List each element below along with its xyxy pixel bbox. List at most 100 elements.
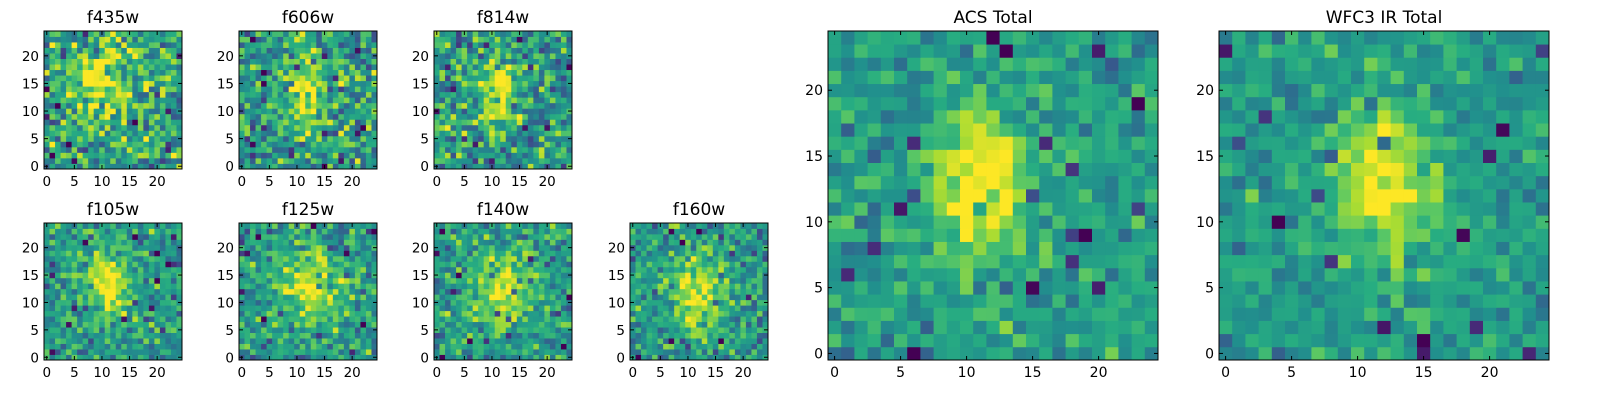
heatmap-cell (456, 130, 462, 137)
heatmap-cell (159, 321, 166, 328)
heatmap-cell (82, 294, 89, 301)
heatmap-cell (165, 135, 172, 142)
heatmap-cell (544, 97, 551, 104)
heatmap-cell (544, 266, 551, 273)
heatmap-cell (999, 307, 1014, 321)
heatmap-cell (277, 255, 284, 262)
heatmap-cell (104, 277, 111, 284)
heatmap-cell (456, 108, 462, 115)
heatmap-cell (137, 31, 144, 37)
heatmap-cell (93, 338, 100, 344)
heatmap-cell (154, 239, 161, 246)
heatmap-cell (973, 215, 987, 229)
heatmap-cell (266, 58, 273, 65)
heatmap-cell (467, 119, 474, 126)
heatmap-cell (505, 36, 512, 43)
heatmap-cell (522, 321, 529, 328)
heatmap-cell (327, 272, 334, 279)
heatmap-cell (461, 266, 468, 273)
heatmap-cell (49, 64, 56, 71)
heatmap-cell (88, 113, 95, 120)
heatmap-cell (461, 69, 468, 76)
heatmap-cell (176, 283, 183, 290)
heatmap-cell (450, 349, 457, 355)
heatmap-cell (999, 149, 1014, 163)
heatmap-cell (1012, 162, 1027, 177)
heatmap-cell (121, 261, 128, 268)
heatmap-cell (143, 36, 150, 43)
heatmap-cell (1105, 241, 1119, 256)
heatmap-cell (933, 267, 948, 282)
heatmap-cell (49, 157, 56, 164)
heatmap-cell (250, 250, 256, 257)
heatmap-cell (745, 228, 752, 235)
heatmap-cell (527, 305, 534, 312)
heatmap-cell (126, 42, 133, 48)
heatmap-cell (646, 233, 653, 240)
heatmap-cell (472, 42, 479, 48)
heatmap-cell (483, 157, 490, 164)
heatmap-cell (343, 141, 350, 148)
heatmap-cell (527, 354, 534, 361)
heatmap-cell (132, 239, 139, 246)
heatmap-cell (244, 80, 251, 87)
heatmap-cell (500, 239, 507, 246)
heatmap-cell (239, 277, 245, 284)
heatmap-cell (170, 239, 177, 246)
heatmap-cell (641, 244, 647, 251)
heatmap-cell (707, 354, 714, 361)
heatmap-cell (472, 343, 479, 350)
heatmap-cell (283, 228, 290, 235)
heatmap-cell (93, 42, 100, 48)
heatmap-cell (170, 75, 177, 82)
heatmap-cell (288, 244, 295, 251)
heatmap-cell (679, 305, 686, 312)
heatmap-cell (500, 343, 507, 350)
heatmap-cell (159, 283, 166, 290)
heatmap-cell (126, 233, 133, 240)
heatmap-cell (701, 316, 708, 323)
heatmap-cell (456, 343, 462, 350)
heatmap-cell (371, 157, 378, 164)
heatmap-cell (472, 223, 479, 229)
heatmap-cell (986, 215, 1000, 229)
heatmap-cell (707, 283, 714, 290)
heatmap-cell (641, 305, 647, 312)
heatmap-cell (663, 244, 670, 251)
heatmap-cell (740, 239, 747, 246)
heatmap-cell (544, 305, 551, 312)
heatmap-cell (712, 288, 719, 295)
heatmap-cell (49, 316, 56, 323)
heatmap-cell (701, 343, 708, 350)
heatmap-cell (338, 338, 345, 344)
heatmap-cell (170, 53, 177, 59)
heatmap-cell (49, 113, 56, 120)
heatmap-cell (299, 130, 306, 137)
heatmap-cell (740, 255, 747, 262)
heatmap-cell (299, 272, 306, 279)
heatmap-cell (132, 53, 139, 59)
heatmap-cell (690, 233, 697, 240)
heatmap-cell (707, 299, 714, 306)
heatmap-cell (549, 288, 556, 295)
heatmap-cell (690, 244, 697, 251)
heatmap-cell (478, 141, 485, 148)
heatmap-cell (115, 80, 122, 87)
heatmap-cell (327, 343, 334, 350)
heatmap-cell (549, 239, 556, 246)
heatmap-cell (734, 338, 741, 344)
heatmap-cell (343, 86, 350, 93)
heatmap-cell (538, 343, 545, 350)
heatmap-cell (272, 327, 279, 333)
heatmap-cell (338, 58, 345, 65)
heatmap-cell (121, 332, 128, 339)
heatmap-cell (762, 255, 769, 262)
heatmap-cell (88, 266, 95, 273)
heatmap-cell (489, 119, 496, 126)
heatmap-cell (294, 130, 301, 137)
heatmap-cell (685, 244, 692, 251)
heatmap-cell (288, 294, 295, 301)
heatmap-cell (88, 338, 95, 344)
heatmap-cell (663, 233, 670, 240)
heatmap-cell (115, 113, 122, 120)
